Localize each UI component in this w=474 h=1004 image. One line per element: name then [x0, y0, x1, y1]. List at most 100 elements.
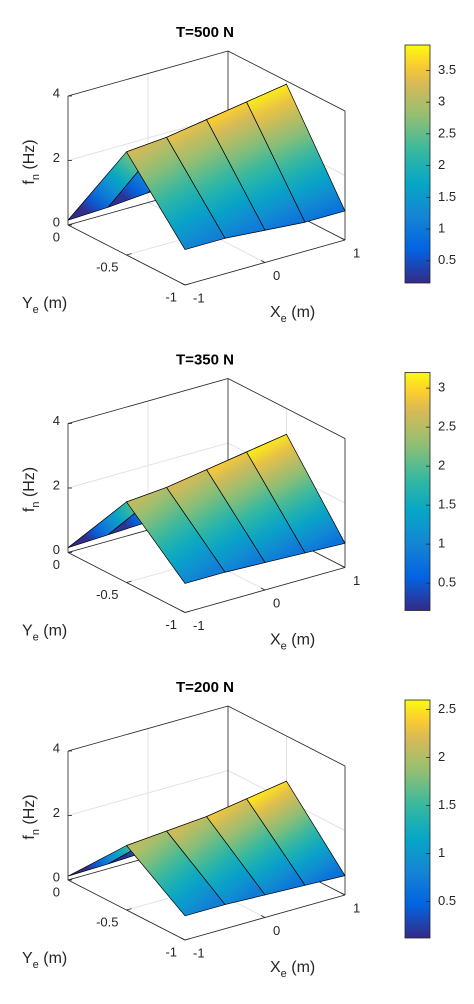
- x-axis-label-subscript: e: [281, 640, 287, 652]
- x-tick-label: 0: [273, 595, 280, 610]
- y-axis-label-base: Y: [22, 295, 33, 312]
- x-axis-label-unit: (m): [291, 959, 315, 976]
- x-axis-label: Xe (m): [270, 304, 315, 325]
- z-axis-label-base: f: [21, 507, 38, 512]
- y-tick: [126, 908, 132, 911]
- z-axis-label: fn (Hz): [21, 467, 42, 512]
- x-axis-label-subscript: e: [281, 968, 287, 980]
- z-tick-label: 4: [53, 413, 60, 428]
- x-axis-label-unit: (m): [291, 632, 315, 649]
- chart-title: T=200 N: [176, 679, 234, 696]
- y-axis-label-subscript: e: [33, 959, 39, 971]
- y-axis-label: Ye (m): [22, 623, 67, 644]
- y-tick: [67, 878, 74, 881]
- colorbar-tick-label: 0.5: [438, 893, 456, 908]
- colorbar-tick-label: 1.5: [438, 797, 456, 812]
- colorbar-tick-label: 1.5: [438, 497, 456, 512]
- y-axis-label-unit: (m): [43, 295, 67, 312]
- z-tick-label: 2: [53, 805, 60, 820]
- colorbar-tick-label: 0.5: [438, 252, 456, 267]
- surface-patch: [126, 830, 226, 917]
- colorbar-tick-label: 1.5: [438, 189, 456, 204]
- x-axis-label-unit: (m): [291, 304, 315, 321]
- y-axis-label-unit: (m): [43, 623, 67, 640]
- colorbar-tick-label: 2.5: [438, 701, 456, 716]
- axis-box: [67, 705, 346, 895]
- x-tick-label: -1: [193, 290, 205, 305]
- axis-box: [67, 378, 346, 568]
- colorbar: [404, 44, 431, 284]
- colorbar-tick-label: 3: [438, 380, 445, 395]
- y-axis-label-subscript: e: [33, 304, 39, 316]
- x-tick-label: -1: [193, 618, 205, 633]
- colorbar: [404, 699, 431, 939]
- z-tick-label: 2: [53, 477, 60, 492]
- y-tick: [184, 938, 191, 941]
- y-axis-label: Ye (m): [22, 950, 67, 971]
- z-axis-label-subscript: n: [30, 502, 42, 508]
- y-tick: [126, 580, 132, 583]
- y-axis-label: Ye (m): [22, 295, 67, 316]
- x-tick: [260, 260, 266, 263]
- x-axis-label-base: X: [270, 304, 281, 321]
- z-axis-label-subscript: n: [30, 829, 42, 835]
- colorbar-tick-label: 3.5: [438, 62, 456, 77]
- z-axis-label-unit: (Hz): [21, 794, 38, 824]
- y-tick-label: -1: [165, 289, 177, 304]
- surface-patch: [126, 136, 226, 250]
- colorbar-tick-label: 1: [438, 536, 445, 551]
- z-axis-label-base: f: [21, 835, 38, 840]
- y-axis-label-base: Y: [22, 950, 33, 967]
- x-tick: [180, 937, 186, 941]
- x-tick: [180, 610, 186, 613]
- y-axis-label-base: Y: [22, 623, 33, 640]
- y-tick-label: 0: [53, 229, 60, 244]
- y-tick: [126, 253, 132, 256]
- z-axis-label: fn (Hz): [21, 139, 42, 184]
- x-axis-label-base: X: [270, 959, 281, 976]
- y-tick: [184, 283, 191, 286]
- z-tick-label: 4: [53, 85, 60, 100]
- chart-title: T=350 N: [176, 351, 234, 368]
- y-tick-label: -1: [165, 617, 177, 632]
- z-axis-label-subscript: n: [30, 174, 42, 180]
- colorbar-tick-label: 1: [438, 845, 445, 860]
- y-tick: [67, 223, 74, 226]
- colorbar-tick-label: 2: [438, 458, 445, 473]
- colorbar-tick-label: 0.5: [438, 575, 456, 590]
- x-axis-label-base: X: [270, 632, 281, 649]
- x-tick-label: 1: [353, 245, 360, 260]
- z-tick-label: 0: [53, 869, 60, 884]
- colorbar: [404, 372, 431, 611]
- x-tick: [340, 237, 346, 241]
- x-tick: [260, 915, 266, 918]
- x-axis-label-subscript: e: [281, 313, 287, 325]
- z-tick-label: 2: [53, 150, 60, 165]
- y-tick-label: -0.5: [96, 259, 118, 274]
- z-axis-label-unit: (Hz): [21, 139, 38, 169]
- colorbar-tick-label: 2.5: [438, 125, 456, 140]
- z-tick-label: 0: [53, 542, 60, 557]
- x-axis-label: Xe (m): [270, 632, 315, 653]
- x-tick-label: 0: [273, 923, 280, 938]
- x-tick: [340, 892, 346, 896]
- colorbar-tick-label: 1: [438, 220, 445, 235]
- y-tick-label: 0: [53, 557, 60, 572]
- colorbar-tick-label: 2.5: [438, 419, 456, 434]
- y-axis-label-unit: (m): [43, 950, 67, 967]
- surface-patch: [126, 487, 226, 584]
- z-axis-label-base: f: [21, 180, 38, 185]
- y-axis-label-subscript: e: [33, 631, 39, 643]
- x-tick: [260, 587, 266, 591]
- x-tick-label: 1: [353, 573, 360, 588]
- z-axis-label: fn (Hz): [21, 794, 42, 839]
- z-tick-label: 0: [53, 214, 60, 229]
- axis-box: [67, 50, 346, 240]
- x-axis-label: Xe (m): [270, 959, 315, 980]
- x-tick-label: -1: [193, 945, 205, 960]
- colorbar-tick-label: 3: [438, 94, 445, 109]
- x-tick-label: 0: [273, 268, 280, 283]
- x-tick: [180, 282, 186, 286]
- y-tick: [67, 550, 74, 553]
